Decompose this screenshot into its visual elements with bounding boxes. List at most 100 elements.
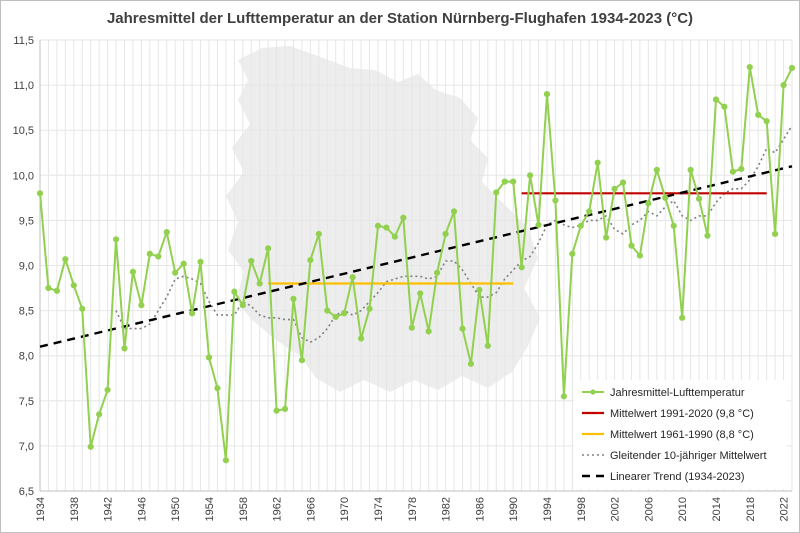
data-point — [79, 305, 86, 312]
data-point — [138, 302, 145, 309]
data-point — [535, 221, 542, 229]
data-point — [391, 233, 398, 240]
y-tick-label: 10,5 — [13, 125, 34, 137]
data-point — [256, 280, 263, 287]
data-point — [112, 236, 120, 243]
data-point — [281, 405, 289, 413]
data-point — [780, 82, 787, 89]
x-tick-label: 1986 — [474, 497, 486, 521]
x-tick-label: 2022 — [779, 497, 791, 521]
data-point — [180, 260, 187, 267]
data-point — [434, 269, 441, 276]
data-point — [586, 208, 593, 215]
x-tick-label: 1974 — [373, 497, 385, 521]
data-point — [493, 189, 500, 196]
data-point — [121, 345, 128, 352]
data-point — [408, 324, 415, 331]
data-point — [104, 386, 111, 394]
data-point — [687, 166, 694, 173]
data-point — [662, 194, 669, 201]
x-tick-label: 2018 — [745, 497, 757, 521]
axes: 6,5 7,0 7,5 8,0 8,5 9,0 9,5 10,0 10,5 11,0 11,5 193… — [13, 35, 792, 521]
data-point — [476, 286, 483, 293]
data-point — [738, 165, 745, 173]
data-point — [628, 242, 635, 249]
x-tick-label: 1938 — [69, 497, 81, 521]
y-tick-label: 7,5 — [19, 396, 34, 408]
data-point — [324, 307, 331, 314]
data-point — [501, 178, 508, 185]
data-point — [172, 269, 179, 276]
x-tick-label: 1982 — [441, 497, 453, 521]
data-point — [298, 357, 306, 364]
data-point — [290, 295, 297, 302]
legend-marker — [590, 389, 596, 395]
data-point — [400, 214, 407, 221]
chart-title: Jahresmittel der Lufttemperatur an der S… — [106, 10, 694, 27]
data-point — [231, 288, 238, 295]
data-point — [425, 328, 432, 335]
x-tick-label: 1946 — [136, 497, 148, 521]
x-tick-label: 1934 — [35, 497, 47, 521]
data-point — [543, 91, 551, 98]
legend-label: Linearer Trend (1934-2023) — [610, 471, 745, 483]
data-point — [510, 178, 517, 185]
y-tick-label: 9,0 — [19, 261, 34, 273]
data-point — [670, 222, 677, 229]
data-point — [222, 457, 229, 464]
x-tick-label: 1966 — [305, 497, 317, 521]
data-point — [569, 250, 576, 257]
data-point — [87, 443, 94, 450]
data-point — [636, 252, 644, 259]
y-tick-label: 6,5 — [19, 486, 34, 498]
legend-label: Mittelwert 1991-2020 (9,8 °C) — [610, 408, 754, 420]
data-point — [695, 195, 703, 202]
data-point — [273, 407, 280, 414]
data-point — [417, 290, 424, 297]
data-point — [772, 230, 779, 238]
data-point — [560, 393, 567, 400]
data-point — [315, 230, 322, 238]
series-line — [115, 125, 793, 344]
x-tick-label: 1990 — [508, 497, 520, 521]
data-point — [721, 103, 728, 110]
x-tick-label: 1970 — [339, 497, 351, 521]
x-tick-label: 1942 — [103, 497, 115, 521]
data-point — [146, 250, 153, 257]
y-tick-label: 7,0 — [19, 441, 34, 453]
data-point — [163, 229, 170, 236]
data-point — [383, 224, 390, 231]
x-tick-label: 1994 — [542, 497, 554, 521]
data-point — [341, 310, 348, 317]
y-tick-label: 9,5 — [19, 215, 34, 227]
data-point — [518, 264, 525, 271]
data-point — [248, 257, 255, 265]
data-point — [763, 118, 770, 125]
data-point — [265, 245, 272, 252]
data-point — [442, 230, 449, 238]
data-point — [484, 342, 491, 349]
legend-box — [574, 380, 786, 489]
y-tick-label: 8,5 — [19, 306, 34, 318]
data-point — [746, 63, 753, 71]
data-point — [239, 302, 246, 309]
data-point — [467, 360, 475, 367]
data-point — [205, 354, 213, 361]
data-point — [188, 310, 196, 317]
data-point — [357, 335, 365, 342]
data-point — [129, 268, 137, 275]
data-point — [619, 179, 627, 186]
x-tick-label: 1950 — [170, 497, 182, 521]
legend-label: Mittelwert 1961-1990 (8,8 °C) — [610, 429, 754, 441]
data-point — [450, 208, 458, 215]
data-point — [45, 284, 52, 292]
data-point — [307, 256, 314, 264]
data-point — [594, 159, 601, 166]
data-point — [577, 222, 584, 229]
data-point — [653, 166, 660, 173]
legend-label: Gleitender 10-jähriger Mittelwert — [610, 450, 767, 462]
data-point — [155, 253, 162, 260]
data-point — [366, 305, 373, 312]
x-tick-label: 1998 — [576, 497, 588, 521]
